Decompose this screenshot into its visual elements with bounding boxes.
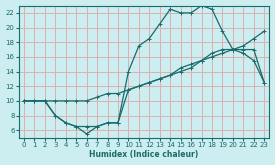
X-axis label: Humidex (Indice chaleur): Humidex (Indice chaleur) (89, 150, 199, 159)
